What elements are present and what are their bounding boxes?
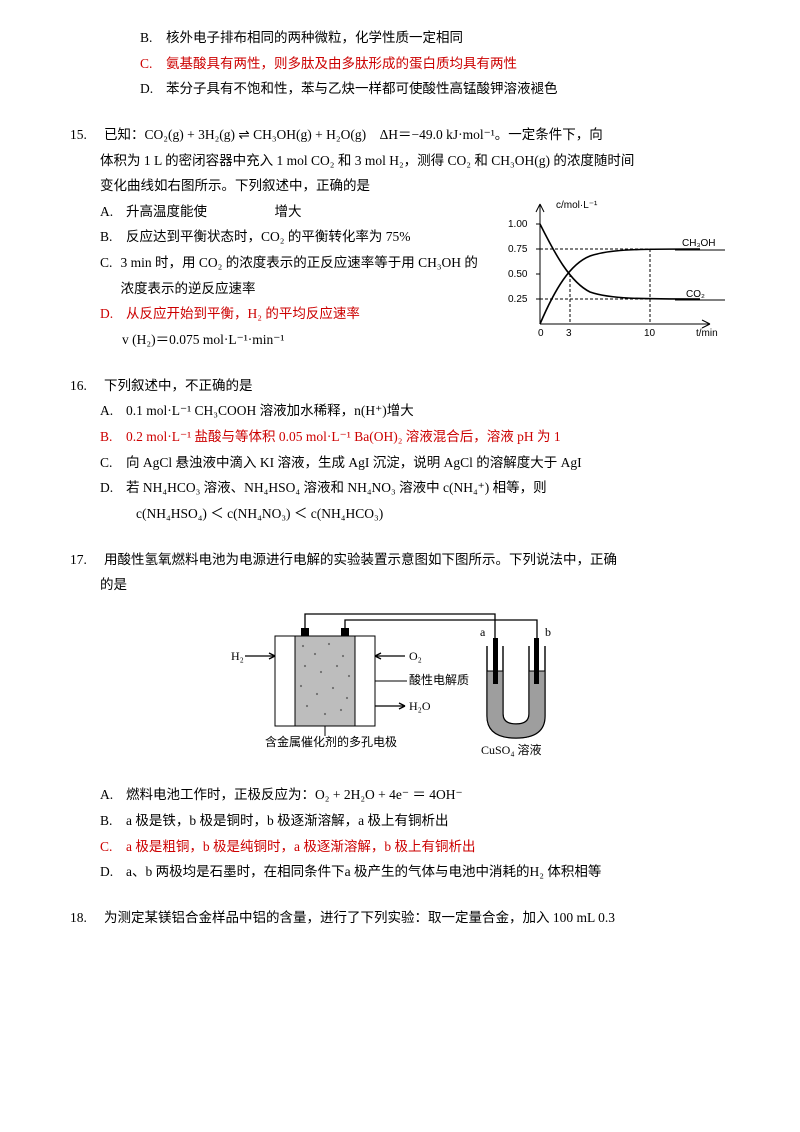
q15-opt-B: B. 反应达到平衡状态时，CO₂ 的平衡转化率为 75% [100, 224, 490, 250]
svg-text:含金属催化剂的多孔电极: 含金属催化剂的多孔电极 [265, 734, 397, 749]
svg-text:b: b [545, 625, 551, 639]
q-stem-line2: 的是 [100, 572, 730, 598]
opt-text: 苯分子具有不饱和性，苯与乙炔一样都可使酸性高锰酸钾溶液褪色 [166, 76, 558, 102]
svg-text:0: 0 [538, 328, 544, 339]
q-stem: 用酸性氢氧燃料电池为电源进行电解的实验装置示意图如下图所示。下列说法中，正确 [104, 547, 730, 573]
q14-opt-D: D. 苯分子具有不饱和性，苯与乙炔一样都可使酸性高锰酸钾溶液褪色 [140, 76, 730, 102]
question-17: 17. 用酸性氢氧燃料电池为电源进行电解的实验装置示意图如下图所示。下列说法中，… [70, 547, 730, 885]
q-number: 15. [70, 122, 100, 148]
q17-opt-C: C. a 极是粗铜，b 极是纯铜时，a 极逐渐溶解，b 极上有铜析出 [100, 834, 730, 860]
q-stem-line: 体积为 1 L 的密闭容器中充入 1 mol CO₂ 和 3 mol H₂，测得… [100, 148, 730, 174]
opt-letter: C. [140, 51, 162, 77]
q17-opt-A: A. 燃料电池工作时，正极反应为：O₂ + 2H₂O + 4e⁻ ＝ 4OH⁻ [100, 782, 730, 808]
opt-letter: D. [140, 76, 162, 102]
svg-text:1.00: 1.00 [508, 219, 528, 230]
svg-text:酸性电解质: 酸性电解质 [409, 672, 469, 687]
opt-letter: B. [140, 25, 162, 51]
q15-opt-A: A. 升高温度能使 增大 [100, 199, 490, 225]
q-stem: 为测定某镁铝合金样品中铝的含量，进行了下列实验：取一定量合金，加入 100 mL… [104, 905, 730, 931]
svg-text:c/mol·L⁻¹: c/mol·L⁻¹ [556, 200, 598, 211]
svg-text:0.25: 0.25 [508, 294, 528, 305]
svg-text:H₂O: H₂O [409, 699, 431, 713]
q15-concentration-chart: 1.00 0.75 0.50 0.25 0 3 10 t/min c/mol·L… [500, 194, 730, 344]
q16-opt-B: B. 0.2 mol·L⁻¹ 盐酸与等体积 0.05 mol·L⁻¹ Ba(OH… [100, 424, 730, 450]
question-16: 16. 下列叙述中，不正确的是 A. 0.1 mol·L⁻¹ CH₃COOH 溶… [70, 373, 730, 527]
question-15: 15. 已知：CO₂(g) + 3H₂(g) ⇌ CH₃OH(g) + H₂O(… [70, 122, 730, 353]
q17-opt-D: D. a、b 两极均是石墨时，在相同条件下a 极产生的气体与电池中消耗的H₂ 体… [100, 859, 730, 885]
opt-text: 核外电子排布相同的两种微粒，化学性质一定相同 [166, 25, 463, 51]
svg-text:CO₂: CO₂ [686, 289, 705, 300]
q-number: 17. [70, 547, 100, 573]
svg-text:3: 3 [566, 328, 572, 339]
svg-text:O₂: O₂ [409, 649, 422, 663]
q16-opt-C: C. 向 AgCl 悬浊液中滴入 KI 溶液，生成 AgI 沉淀，说明 AgCl… [100, 450, 730, 476]
q14-opt-B: B. 核外电子排布相同的两种微粒，化学性质一定相同 [140, 25, 730, 51]
q17-apparatus-diagram: H₂ O₂ 酸性电解质 H₂O 含金属催化剂的多孔电极 CuSO₄ 溶液 a b [100, 606, 730, 775]
q-stem: 下列叙述中，不正确的是 [104, 373, 730, 399]
q15-opt-C: C. 3 min 时，用 CO₂ 的浓度表示的正反应速率等于用 CH₃OH 的浓… [100, 250, 490, 301]
svg-text:t/min: t/min [696, 328, 718, 339]
svg-text:CuSO₄ 溶液: CuSO₄ 溶液 [481, 742, 542, 757]
q-number: 18. [70, 905, 100, 931]
svg-text:0.50: 0.50 [508, 269, 528, 280]
q16-opt-D: D. 若 NH₄HCO₃ 溶液、NH₄HSO₄ 溶液和 NH₄NO₃ 溶液中 c… [100, 475, 730, 501]
q-stem: 已知：CO₂(g) + 3H₂(g) ⇌ CH₃OH(g) + H₂O(g) Δ… [104, 122, 730, 148]
q17-opt-B: B. a 极是铁，b 极是铜时，b 极逐渐溶解，a 极上有铜析出 [100, 808, 730, 834]
opt-text: 氨基酸具有两性，则多肽及由多肽形成的蛋白质均具有两性 [166, 51, 517, 77]
q16-opt-D-line2: c(NH₄HSO₄) ＜ c(NH₄NO₃) ＜ c(NH₄HCO₃) [100, 501, 730, 527]
q14-opt-C: C. 氨基酸具有两性，则多肽及由多肽形成的蛋白质均具有两性 [140, 51, 730, 77]
question-18: 18. 为测定某镁铝合金样品中铝的含量，进行了下列实验：取一定量合金，加入 10… [70, 905, 730, 931]
q16-opt-A: A. 0.1 mol·L⁻¹ CH₃COOH 溶液加水稀释，n(H⁺)增大 [100, 398, 730, 424]
q15-opt-D-line2: v (H₂)＝0.075 mol·L⁻¹·min⁻¹ [100, 327, 490, 353]
svg-text:10: 10 [644, 328, 656, 339]
svg-text:CH₃OH: CH₃OH [682, 238, 716, 249]
q15-opt-D: D. 从反应开始到平衡，H₂ 的平均反应速率 [100, 301, 490, 327]
q-number: 16. [70, 373, 100, 399]
svg-text:H₂: H₂ [231, 649, 244, 663]
svg-text:0.75: 0.75 [508, 244, 528, 255]
svg-text:a: a [480, 625, 486, 639]
